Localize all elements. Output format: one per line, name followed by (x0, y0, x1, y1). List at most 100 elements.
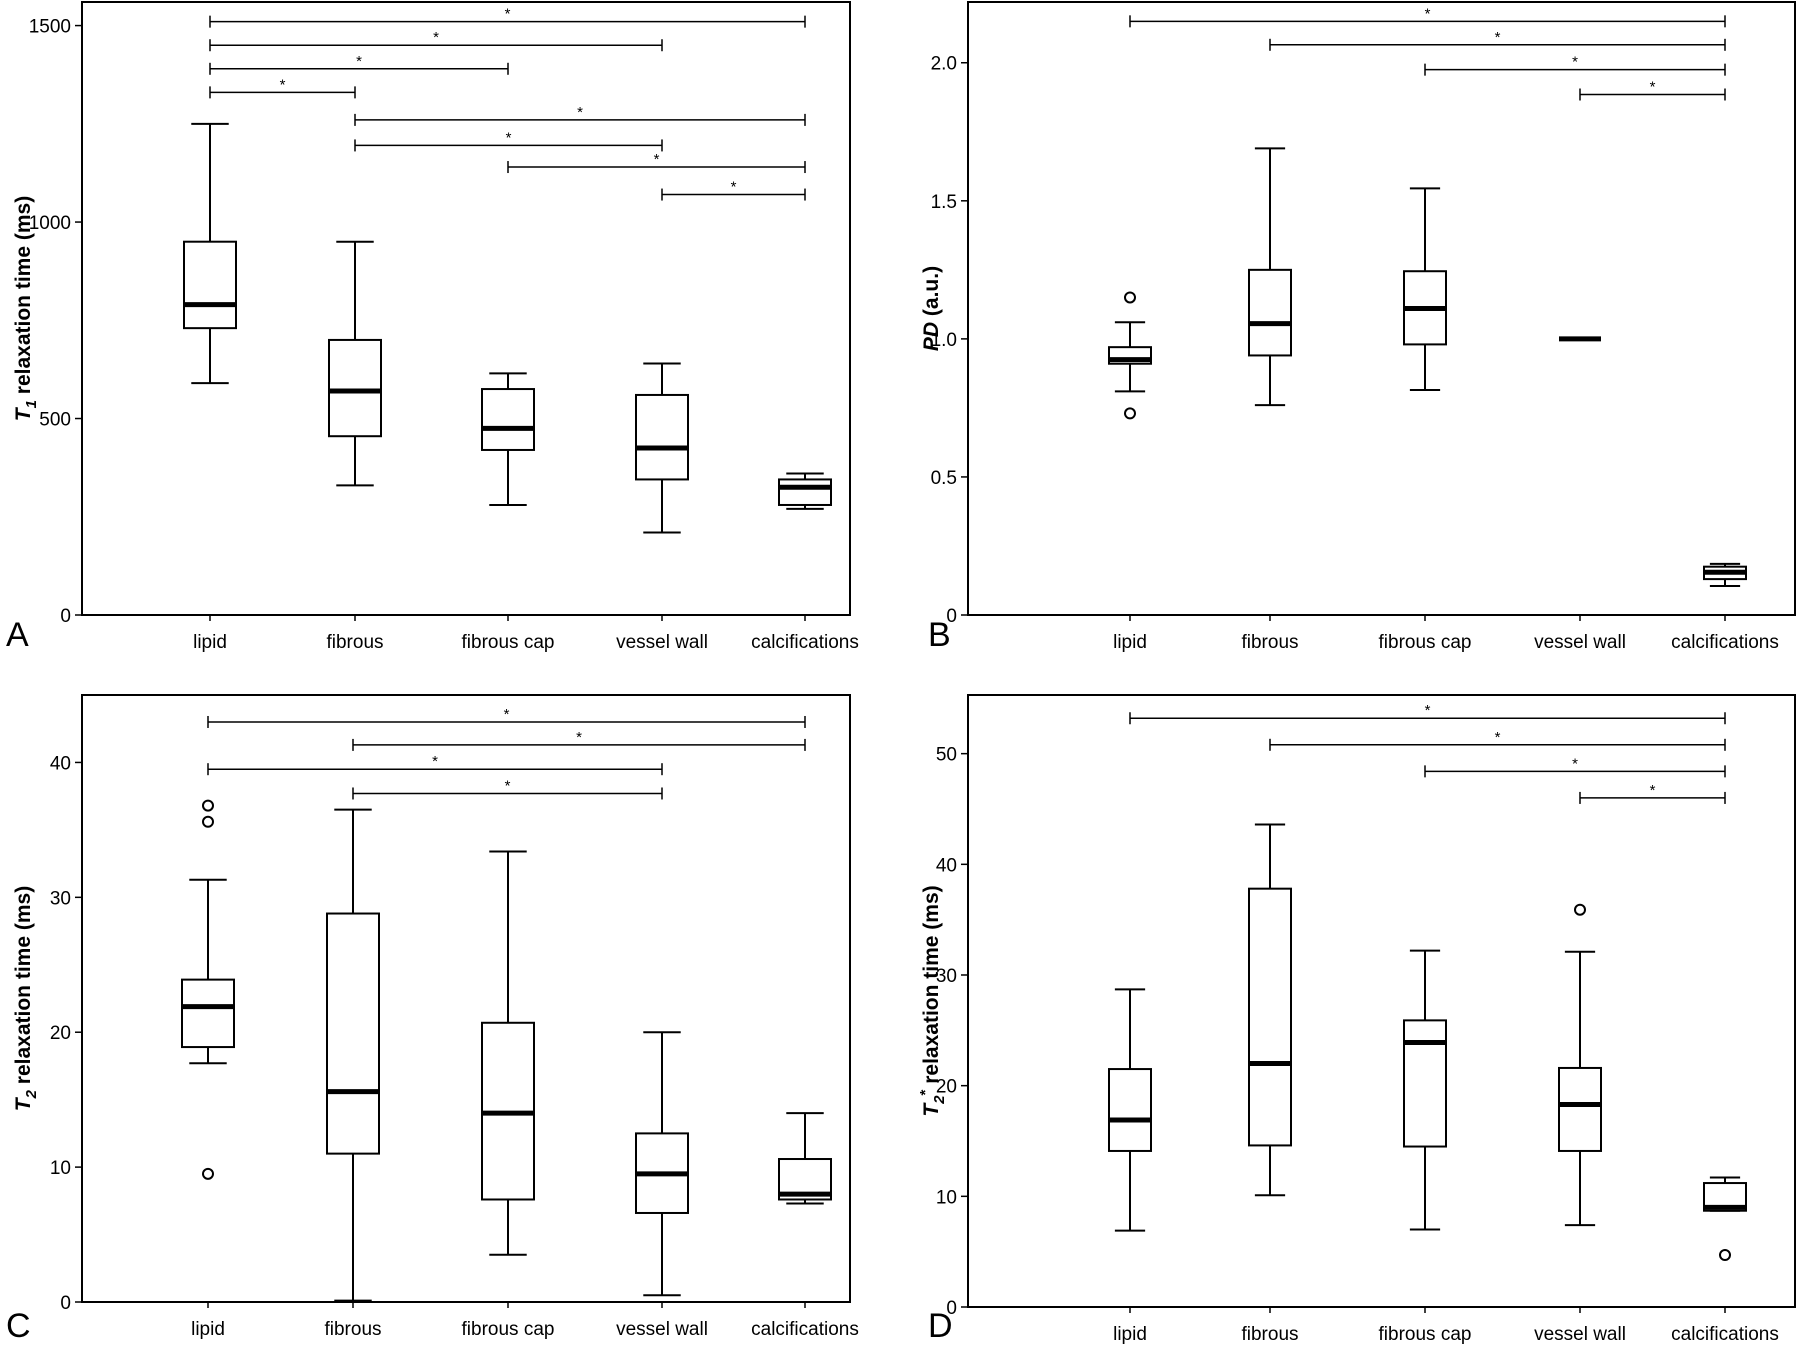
y-tick-label: 1000 (29, 213, 71, 234)
significance-star: * (576, 729, 582, 746)
outlier-point (202, 815, 214, 828)
significance-star: * (577, 104, 583, 121)
outlier-point (1574, 903, 1586, 916)
box-fibrous (326, 808, 380, 1302)
y-axis-label-text: relaxation time (ms) (920, 885, 943, 1089)
y-tick-label: 1.5 (931, 192, 957, 213)
category-label: calcifications (1671, 1324, 1779, 1345)
y-tick-label: 20 (936, 1077, 957, 1098)
box-fibrous-cap (481, 850, 535, 1256)
plot-frame (81, 1, 851, 616)
box-fibrous-cap (1403, 949, 1447, 1231)
significance-star: * (1495, 29, 1501, 46)
significance-star: * (1650, 79, 1656, 96)
significance-bracket: * (352, 729, 806, 751)
y-axis-label-text: relaxation time (ms) (12, 886, 35, 1090)
category-label: vessel wall (616, 632, 708, 653)
significance-star: * (433, 29, 439, 46)
significance-bracket: * (1579, 79, 1726, 101)
significance-star: * (1425, 702, 1431, 719)
panel-a: 0 500 1000 1500 lipid fibrous fibrous cap vesse… (6, 1, 859, 654)
significance-star: * (280, 76, 286, 93)
significance-bracket: * (661, 179, 806, 201)
category-label: calcifications (751, 632, 859, 653)
panel-letter: D (928, 1307, 953, 1345)
significance-bracket: * (1579, 782, 1726, 804)
box-fibrous-cap (481, 372, 535, 506)
significance-bracket: * (354, 129, 663, 152)
y-tick-label: 2.0 (931, 54, 957, 75)
category-label: fibrous cap (462, 1319, 555, 1340)
significance-star: * (654, 151, 660, 168)
iqr-box (328, 338, 382, 438)
category-label: lipid (193, 632, 227, 653)
category-label: vessel wall (1534, 1324, 1626, 1345)
iqr-box (1558, 1066, 1602, 1152)
outlier-point (1719, 1248, 1731, 1261)
category-label: fibrous cap (462, 632, 555, 653)
y-tick-label: 40 (50, 753, 71, 774)
iqr-box (1403, 1019, 1447, 1148)
significance-star: * (1425, 5, 1431, 22)
outlier-point (1124, 407, 1136, 420)
significance-bracket: * (1424, 755, 1726, 778)
plot-frame (81, 694, 851, 1303)
y-axis-label: PD (a.u.) (920, 266, 943, 351)
outlier-point (1124, 291, 1136, 304)
y-tick-label: 10 (50, 1158, 71, 1179)
significance-star: * (1572, 54, 1578, 71)
outlier-point (202, 799, 214, 812)
box-fibrous-cap (1403, 187, 1447, 391)
significance-bracket: * (1129, 5, 1726, 28)
box-vessel-wall (1558, 903, 1602, 1227)
iqr-box (1108, 1068, 1152, 1152)
significance-bracket: * (209, 29, 663, 52)
iqr-box (481, 388, 535, 451)
outlier-point (202, 1167, 214, 1180)
iqr-box (181, 978, 235, 1049)
category-label: fibrous (324, 1319, 381, 1340)
significance-star: * (505, 6, 511, 23)
y-tick-label: 0 (60, 606, 71, 627)
significance-bracket: * (507, 151, 806, 174)
significance-star: * (506, 129, 512, 146)
box-calcifications (1703, 1176, 1747, 1261)
box-fibrous (1248, 147, 1292, 407)
box-lipid (181, 799, 235, 1180)
category-label: calcifications (1671, 632, 1779, 653)
category-label: vessel wall (1534, 632, 1626, 653)
y-tick-label: 40 (936, 855, 957, 876)
iqr-box (635, 393, 689, 481)
iqr-box (1248, 268, 1292, 357)
significance-star: * (356, 53, 362, 70)
y-axis-label-text: (a.u.) (920, 266, 943, 322)
y-axis-label: T1 relaxation time (ms) (12, 196, 40, 421)
category-label: lipid (191, 1319, 225, 1340)
significance-star: * (1572, 755, 1578, 772)
y-axis-label-superscript: * (917, 1089, 934, 1095)
plot-frame (967, 694, 1796, 1308)
category-label: lipid (1113, 632, 1147, 653)
y-tick-label: 20 (50, 1023, 71, 1044)
y-axis-label-subscript: 2 (23, 1089, 40, 1099)
iqr-box (183, 240, 237, 330)
y-tick-label: 0 (946, 1298, 957, 1319)
significance-bracket: * (209, 53, 509, 75)
significance-bracket: * (207, 706, 806, 728)
significance-bracket: * (209, 76, 356, 99)
significance-bracket: * (207, 753, 663, 776)
box-fibrous (1248, 823, 1292, 1197)
plot-frame (967, 1, 1796, 616)
category-label: fibrous cap (1379, 1324, 1472, 1345)
box-calcifications (778, 1112, 832, 1205)
y-tick-label: 500 (39, 410, 71, 431)
panel-letter: A (6, 616, 29, 654)
y-axis-label-subscript: 1 (23, 400, 40, 408)
box-vessel-wall (635, 1031, 689, 1297)
box-vessel-wall (635, 362, 689, 534)
category-label: lipid (1113, 1324, 1147, 1345)
y-tick-label: 10 (936, 1187, 957, 1208)
panel-d: 0 10 20 30 40 50 lipid fibrous fibrous cap vessel… (917, 694, 1796, 1345)
y-tick-label: 0 (946, 606, 957, 627)
